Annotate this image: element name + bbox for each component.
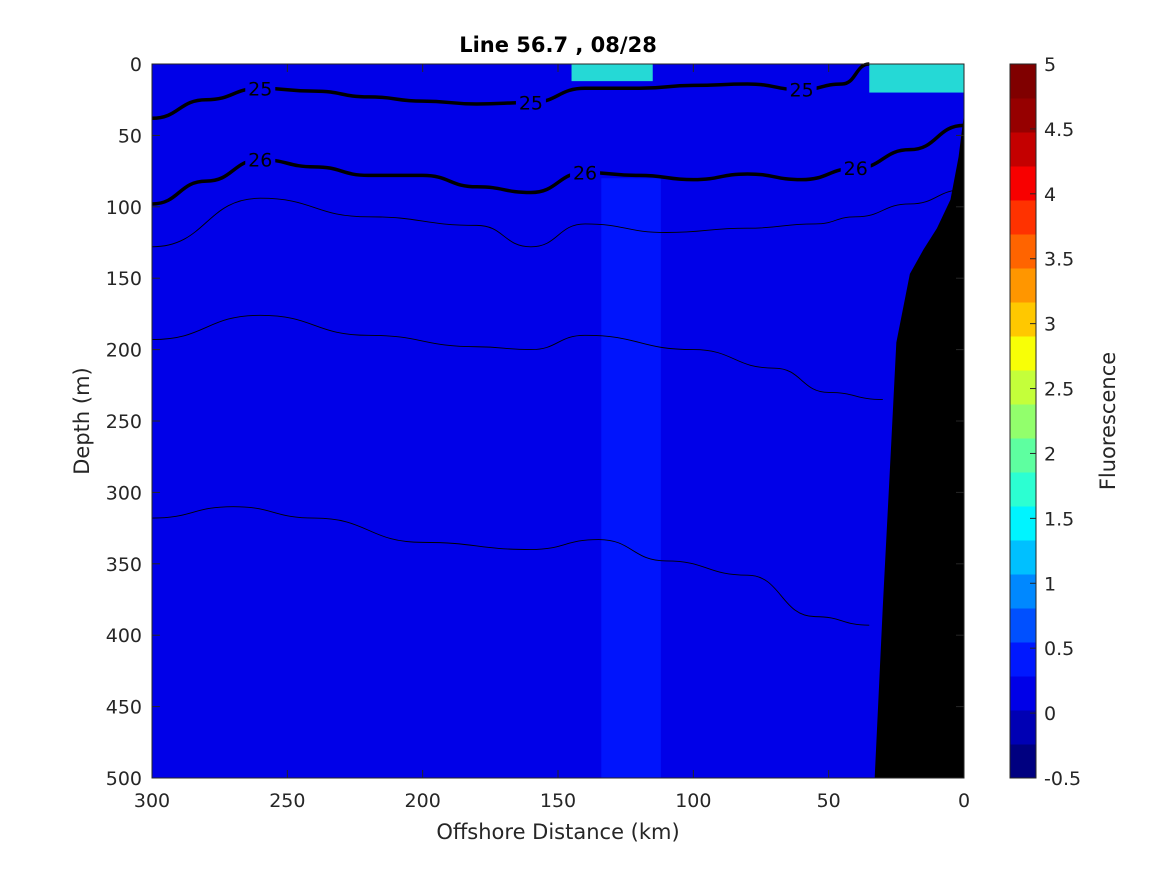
colorbar-tick-label: 1.5 — [1044, 508, 1074, 530]
x-axis: 300 250 200 150 100 50 0 — [134, 64, 970, 812]
x-axis-label: Offshore Distance (km) — [436, 820, 679, 844]
colorbar: -0.5 0 0.5 1 1.5 2 2.5 3 3.5 4 4.5 5 — [1009, 54, 1081, 790]
colorbar-segment — [1010, 166, 1036, 201]
y-axis: 0 50 100 150 200 250 300 350 400 450 500 — [106, 54, 964, 790]
contour-label-gap — [245, 148, 276, 171]
colorbar-tick-label: 3 — [1044, 314, 1056, 336]
colorbar-segment — [1010, 608, 1036, 643]
x-tick-label: 250 — [269, 790, 305, 812]
seafloor-shape — [874, 113, 964, 779]
contour-label-gap — [786, 78, 817, 101]
colorbar-tick-label: 4 — [1044, 184, 1056, 206]
contour-label-gap — [840, 157, 871, 180]
contour-label-25-2: 25 — [790, 80, 814, 102]
chart-title: Line 56.7 , 08/28 — [459, 33, 657, 57]
plot-area: 25 25 25 26 26 26 — [151, 62, 965, 779]
contour-label-25-1: 25 — [519, 93, 543, 115]
colorbar-segment — [1010, 574, 1036, 609]
x-tick-label: 0 — [958, 790, 970, 812]
density-contour-2 — [151, 189, 965, 248]
fluorescence-region-0 — [571, 64, 653, 82]
colorbar-segment — [1010, 438, 1036, 473]
colorbar-segment — [1010, 200, 1036, 235]
y-tick-label: 400 — [106, 625, 142, 647]
colorbar-segment — [1010, 336, 1036, 371]
y-tick-label: 100 — [106, 197, 142, 219]
x-tick-label: 50 — [817, 790, 841, 812]
bathymetry — [874, 113, 964, 779]
x-tick-label: 100 — [675, 790, 711, 812]
y-tick-label: 300 — [106, 482, 142, 504]
colorbar-segment — [1010, 710, 1036, 745]
colorbar-tick-label: 0 — [1044, 703, 1056, 725]
colorbar-segment — [1010, 64, 1036, 99]
x-tick-label: 150 — [540, 790, 576, 812]
contour-label-26-1: 26 — [573, 163, 597, 185]
x-tick-label: 200 — [405, 790, 441, 812]
colorbar-segment — [1010, 744, 1036, 779]
colorbar-segment — [1010, 98, 1036, 133]
y-axis-label: Depth (m) — [70, 367, 94, 474]
colorbar-tick-label: 4.5 — [1044, 119, 1074, 141]
y-tick-label: 250 — [106, 411, 142, 433]
fluorescence-region-1 — [869, 64, 964, 93]
colorbar-segment — [1010, 404, 1036, 439]
colorbar-segment — [1010, 302, 1036, 337]
colorbar-segment — [1010, 370, 1036, 405]
contour-label-gap — [570, 161, 601, 184]
y-tick-label: 350 — [106, 554, 142, 576]
colorbar-label: Fluorescence — [1096, 352, 1120, 490]
fluorescence-field — [571, 64, 964, 779]
colorbar-tick-label: 1 — [1044, 573, 1056, 595]
colorbar-tick-label: 2 — [1044, 443, 1056, 465]
colorbar-segment — [1010, 540, 1036, 575]
colorbar-tick-label: 3.5 — [1044, 249, 1074, 271]
colorbar-segment — [1010, 132, 1036, 167]
density-contour-26 — [151, 123, 965, 206]
colorbar-tick-label: 0.5 — [1044, 638, 1074, 660]
colorbar-tick-label: 5 — [1044, 54, 1056, 76]
y-tick-label: 50 — [118, 125, 142, 147]
colorbar-segment — [1010, 676, 1036, 711]
colorbar-tick-label: 2.5 — [1044, 379, 1074, 401]
y-tick-label: 500 — [106, 768, 142, 790]
y-tick-label: 200 — [106, 340, 142, 362]
contour-label-26-2: 26 — [844, 158, 868, 180]
density-contours: 25 25 25 26 26 26 — [151, 62, 965, 626]
colorbar-tick-label: -0.5 — [1044, 768, 1081, 790]
fluorescence-region-2 — [601, 178, 661, 779]
colorbar-segment — [1010, 234, 1036, 269]
contour-label-gap — [245, 77, 276, 100]
colorbar-segment — [1010, 472, 1036, 507]
colorbar-segment — [1010, 506, 1036, 541]
y-tick-label: 0 — [130, 54, 142, 76]
contour-label-gap — [515, 91, 546, 114]
colorbar-segment — [1010, 642, 1036, 677]
colorbar-segment — [1010, 268, 1036, 303]
contour-label-26-0: 26 — [248, 150, 272, 172]
density-contour-4 — [151, 506, 870, 626]
colorbar-frame — [1009, 63, 1037, 779]
density-contour-3 — [151, 314, 883, 401]
x-tick-label: 300 — [134, 790, 170, 812]
y-tick-label: 150 — [106, 268, 142, 290]
contour-label-25-0: 25 — [248, 78, 272, 100]
y-tick-label: 450 — [106, 697, 142, 719]
